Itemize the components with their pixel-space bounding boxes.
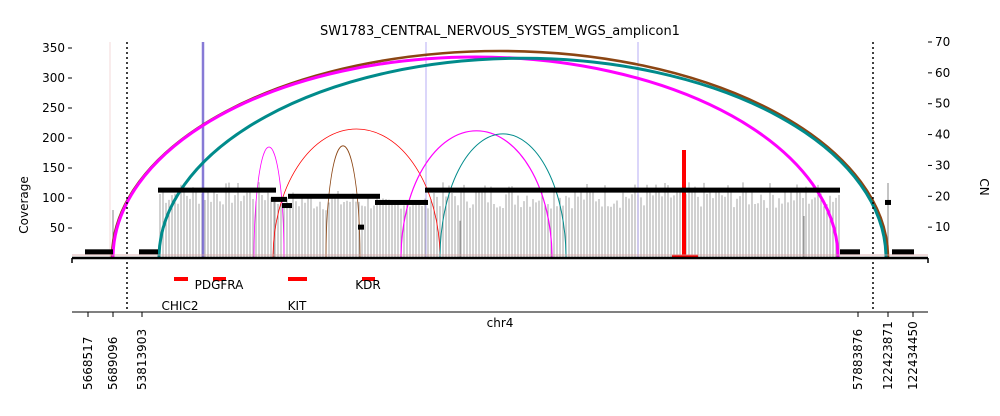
gene-bar	[288, 277, 307, 281]
cn-segment	[282, 203, 292, 209]
cn-segment	[425, 187, 840, 193]
gene-bar	[213, 277, 226, 281]
coverage-bars	[112, 182, 889, 258]
coverage-tick-label: 50	[50, 221, 65, 235]
cn-segment	[375, 199, 428, 205]
x-tick-label: 57883876	[851, 329, 865, 390]
breakpoint-arc	[111, 55, 840, 259]
cn-segment	[139, 249, 158, 255]
x-axis-label: chr4	[487, 316, 514, 330]
cn-segment	[288, 193, 380, 199]
breakpoint-arc	[253, 146, 285, 259]
coverage-tick-label: 300	[42, 71, 65, 85]
y-axis-label-right: CN	[977, 178, 991, 195]
breakpoint-arc	[325, 145, 361, 259]
coverage-tick-label: 350	[42, 41, 65, 55]
breakpoint-arc	[157, 56, 888, 259]
cn-tick-label: 50	[935, 97, 950, 111]
cn-tick-label: 10	[935, 220, 950, 234]
gene-track: CHIC2 PDGFRA KIT KDR	[162, 277, 381, 313]
cn-tick-label: 60	[935, 66, 950, 80]
breakpoint-arc	[272, 128, 441, 259]
x-tick-label: 122434450	[906, 321, 920, 390]
coverage-tick-label: 200	[42, 131, 65, 145]
gene-bar	[174, 277, 188, 281]
gene-bar	[362, 277, 375, 281]
cn-segment	[85, 249, 113, 255]
x-tick-label: 53813903	[135, 329, 149, 390]
cn-tick-label: 40	[935, 128, 950, 142]
cn-segment	[271, 196, 287, 202]
cn-tick-label: 30	[935, 158, 950, 172]
coverage-tick-label: 250	[42, 101, 65, 115]
chart-title: SW1783_CENTRAL_NERVOUS_SYSTEM_WGS_amplic…	[320, 24, 680, 39]
cn-segment	[158, 187, 276, 193]
cn-tick-label: 20	[935, 189, 950, 203]
x-tick-label: 5668517	[81, 337, 95, 390]
gene-label: PDGFRA	[195, 278, 245, 292]
gene-label: KIT	[288, 299, 307, 313]
y-axis-label-left: Coverage	[17, 176, 31, 234]
coverage-tick-label: 150	[42, 161, 65, 175]
x-tick-label: 5689096	[106, 337, 120, 390]
copy-number-segments	[85, 187, 914, 255]
gene-label: CHIC2	[162, 299, 199, 313]
gene-label: KDR	[355, 278, 380, 292]
x-tick-label: 122423871	[881, 321, 895, 390]
coverage-tick-label: 100	[42, 191, 65, 205]
axes: 50 100 150 200 250 300 350 10 20 30 40 50 60 70 566851…	[42, 35, 950, 390]
cn-segment	[885, 199, 891, 205]
cn-segment	[358, 224, 364, 230]
breakpoint-arc	[439, 133, 567, 259]
cn-segment	[840, 249, 860, 255]
cn-tick-label: 70	[935, 35, 950, 49]
breakpoint-arc	[400, 130, 553, 259]
cn-segment	[892, 249, 914, 255]
